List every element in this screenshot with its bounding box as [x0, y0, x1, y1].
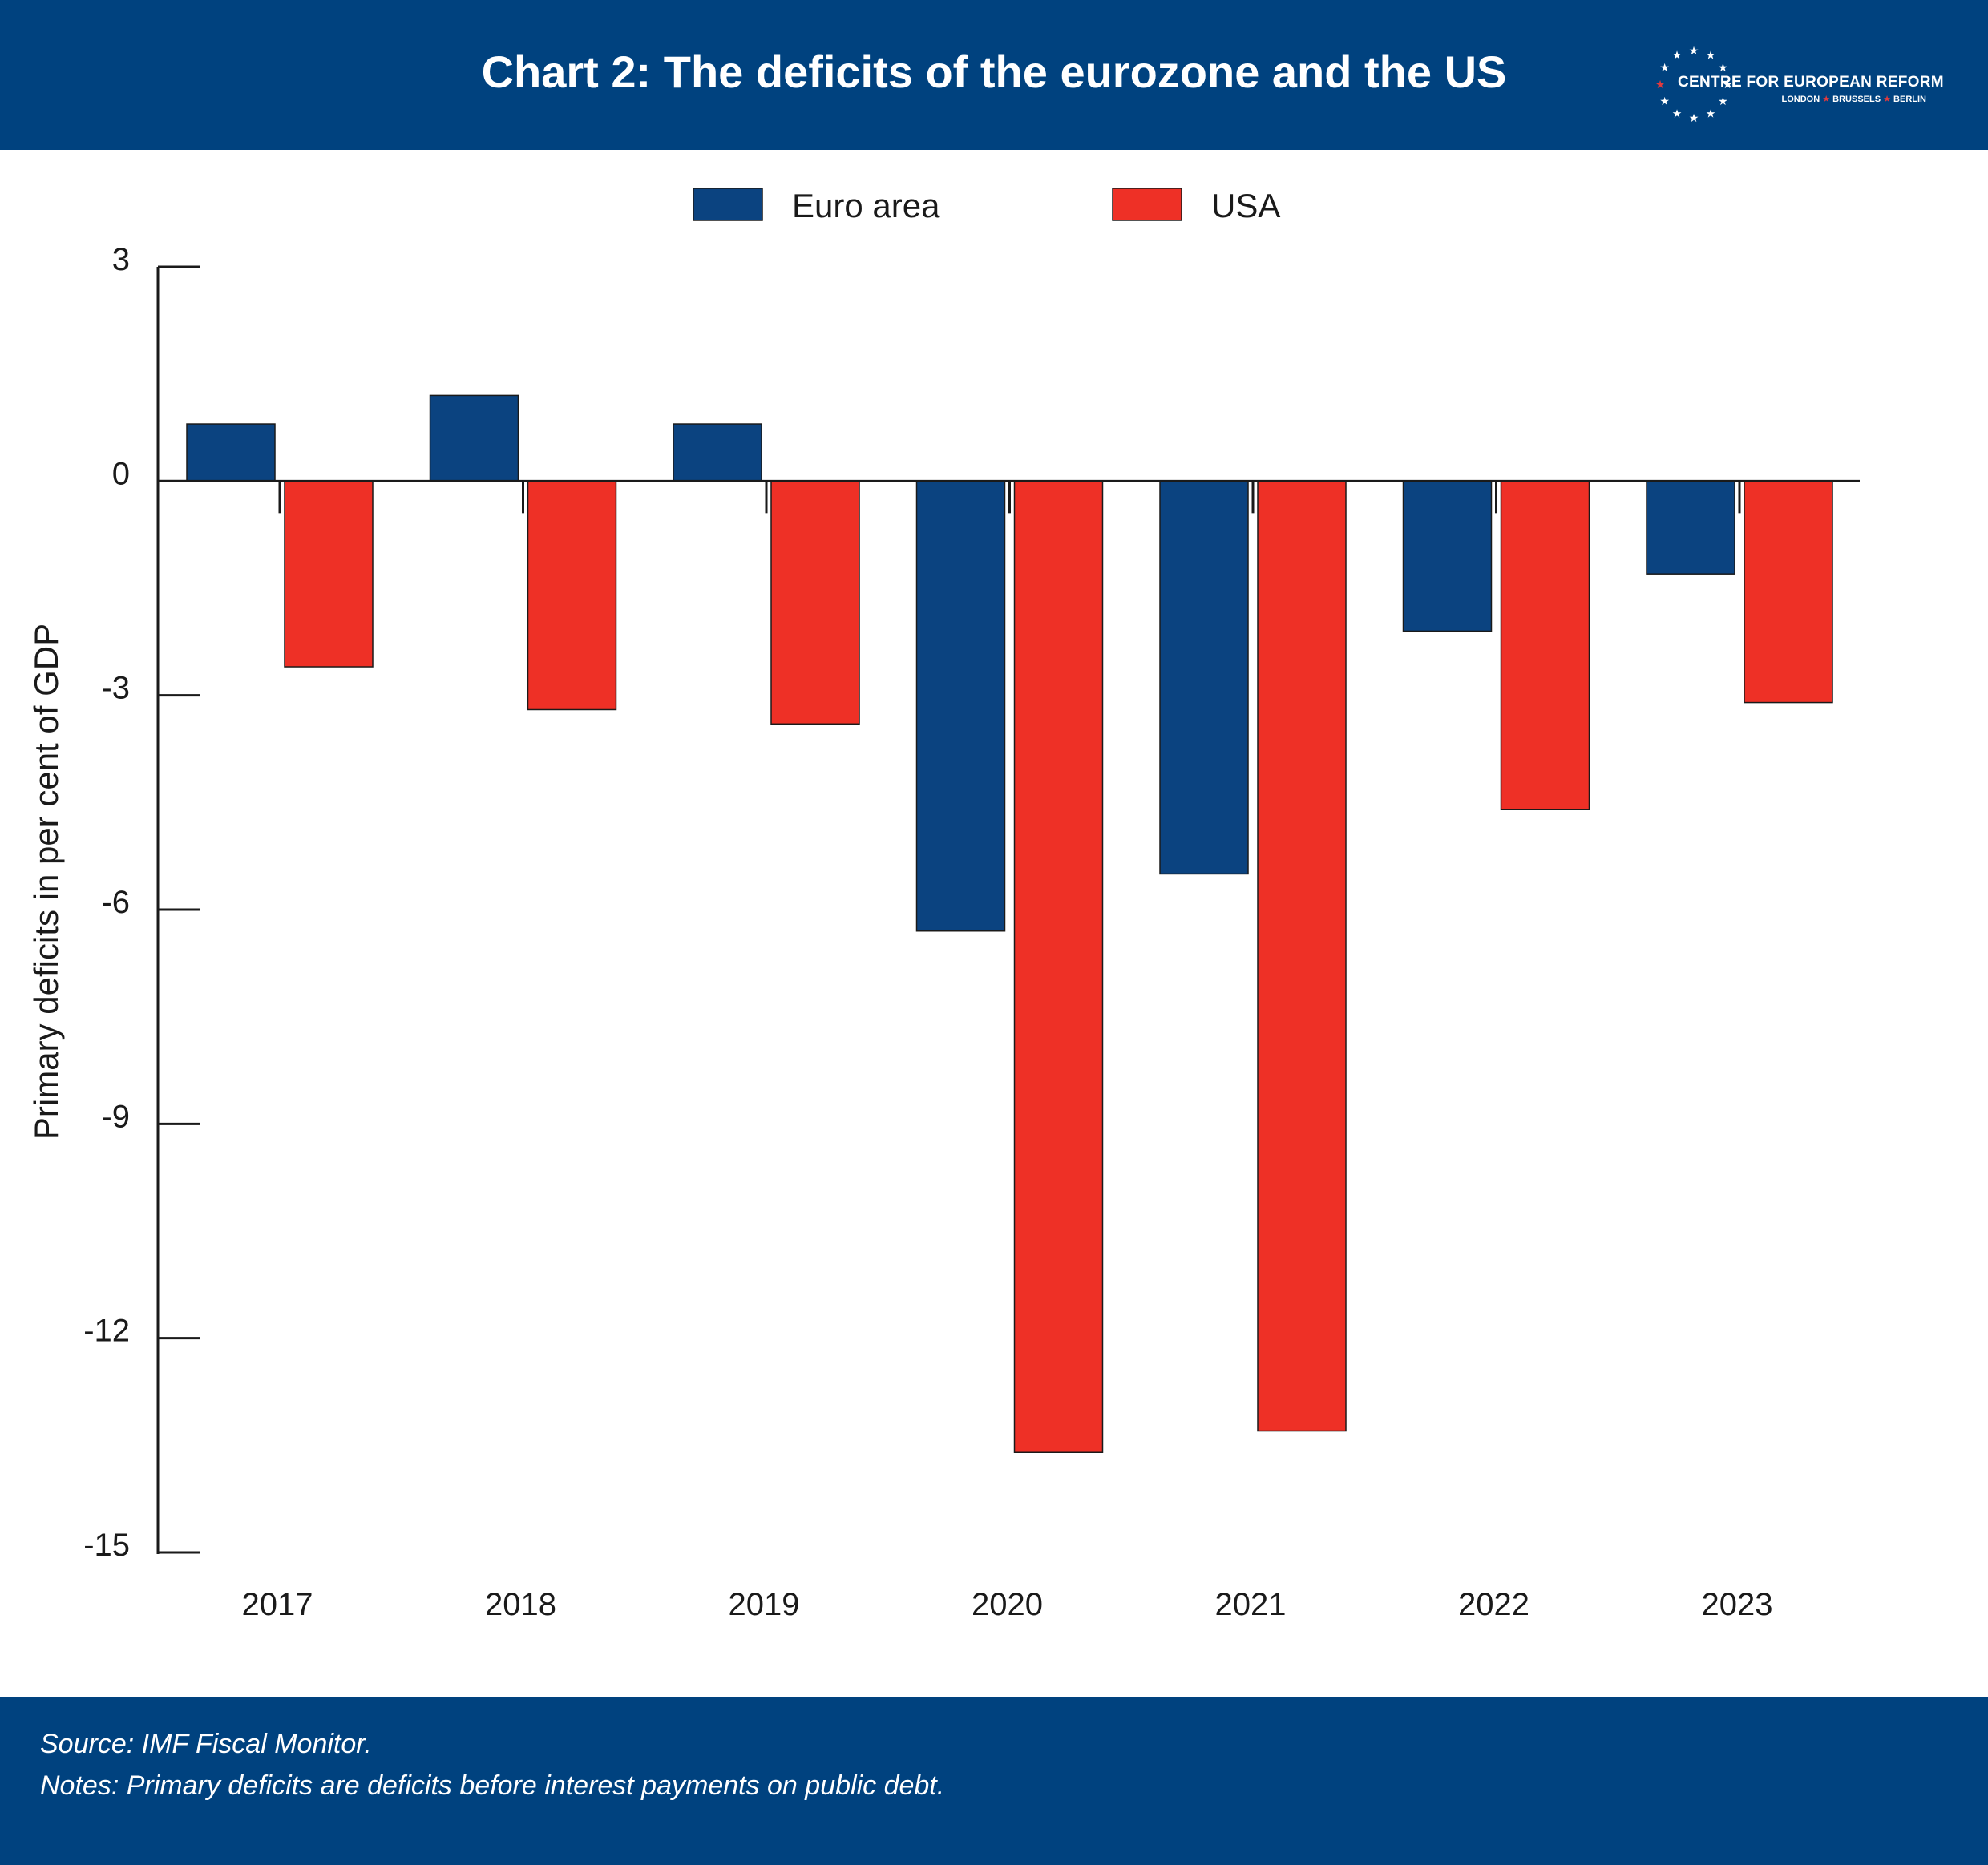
logo-star: ★: [1723, 78, 1733, 91]
header-bar: Chart 2: The deficits of the eurozone an…: [0, 0, 1988, 150]
bar-euro-area: [915, 480, 1006, 932]
footer-bar: Source: IMF Fiscal Monitor. Notes: Prima…: [0, 1697, 1988, 1865]
eu-stars-icon: ★ ★★★★★★★★★★★: [1655, 44, 1733, 124]
x-tick-label: 2017: [242, 1587, 313, 1622]
bar-usa: [1744, 480, 1833, 704]
y-tick-label: 0: [112, 456, 130, 491]
legend-swatch: [693, 188, 763, 221]
y-tick-label: -6: [101, 885, 130, 920]
logo-star: ★: [1706, 49, 1716, 62]
y-tick-label: -12: [83, 1314, 130, 1349]
logo-star: ★: [1672, 107, 1683, 119]
bar-euro-area: [1402, 480, 1493, 632]
bar-euro-area: [1159, 480, 1249, 875]
y-tick-label: 3: [112, 242, 130, 277]
x-tick-label: 2021: [1215, 1587, 1287, 1622]
logo-star: ★: [1655, 78, 1666, 91]
bar-usa: [1500, 480, 1590, 810]
bar-usa: [284, 480, 374, 668]
chart-title: Chart 2: The deficits of the eurozone an…: [481, 46, 1507, 97]
bar-euro-area: [1646, 480, 1735, 575]
source-note: Source: IMF Fiscal Monitor.: [40, 1729, 372, 1759]
x-tick-label: 2023: [1702, 1587, 1773, 1622]
bar-euro-area: [429, 394, 519, 482]
legend-label: USA: [1211, 187, 1280, 224]
y-axis-label: Primary deficits in per cent of GDP: [27, 624, 65, 1140]
y-tick-label: -9: [101, 1099, 130, 1134]
notes-text: Notes: Primary deficits are deficits bef…: [40, 1770, 945, 1801]
logo-cities: LONDON ★ BRUSSELS ★ BERLIN: [1782, 94, 1927, 104]
logo-star: ★: [1672, 49, 1683, 62]
bar-chart: Euro area USA 3 0 -3 -6 -9 -12 -15 Primary defici…: [27, 187, 1860, 1622]
bar-usa: [770, 480, 860, 725]
y-tick-label: -3: [101, 671, 130, 706]
x-tick-label: 2018: [485, 1587, 556, 1622]
logo-star: ★: [1659, 61, 1670, 74]
legend-swatch: [1112, 188, 1182, 221]
logo-star: ★: [1689, 44, 1699, 57]
bar-usa: [1257, 480, 1347, 1432]
logo-star: ★: [1689, 111, 1699, 124]
logo-star: ★: [1718, 61, 1728, 74]
y-tick-label: -15: [83, 1528, 130, 1563]
logo-city-brussels: BRUSSELS: [1832, 95, 1881, 104]
bar-euro-area: [673, 423, 762, 482]
x-tick-label: 2020: [972, 1587, 1043, 1622]
legend-label: Euro area: [792, 187, 940, 224]
x-tick-label: 2022: [1458, 1587, 1529, 1622]
logo-name: CENTRE FOR EUROPEAN REFORM: [1678, 74, 1944, 91]
logo-city-separator: ★: [1822, 95, 1833, 104]
logo-city-berlin: BERLIN: [1893, 95, 1926, 104]
bar-euro-area: [186, 423, 276, 482]
logo-star: ★: [1718, 95, 1728, 107]
bar-usa: [1013, 480, 1104, 1453]
cer-logo: ★ ★ ★ ★ ★ ★ ★ ★ ★ ★ ★ ★ CENTRE FOR EUROPEAN REFORM …: [1654, 40, 1944, 128]
logo-city-separator: ★: [1883, 95, 1894, 104]
x-tick-label: 2019: [729, 1587, 800, 1622]
logo-city-london: LONDON: [1781, 95, 1820, 104]
bar-usa: [527, 480, 617, 711]
logo-star: ★: [1706, 107, 1716, 119]
logo-star: ★: [1659, 95, 1670, 107]
